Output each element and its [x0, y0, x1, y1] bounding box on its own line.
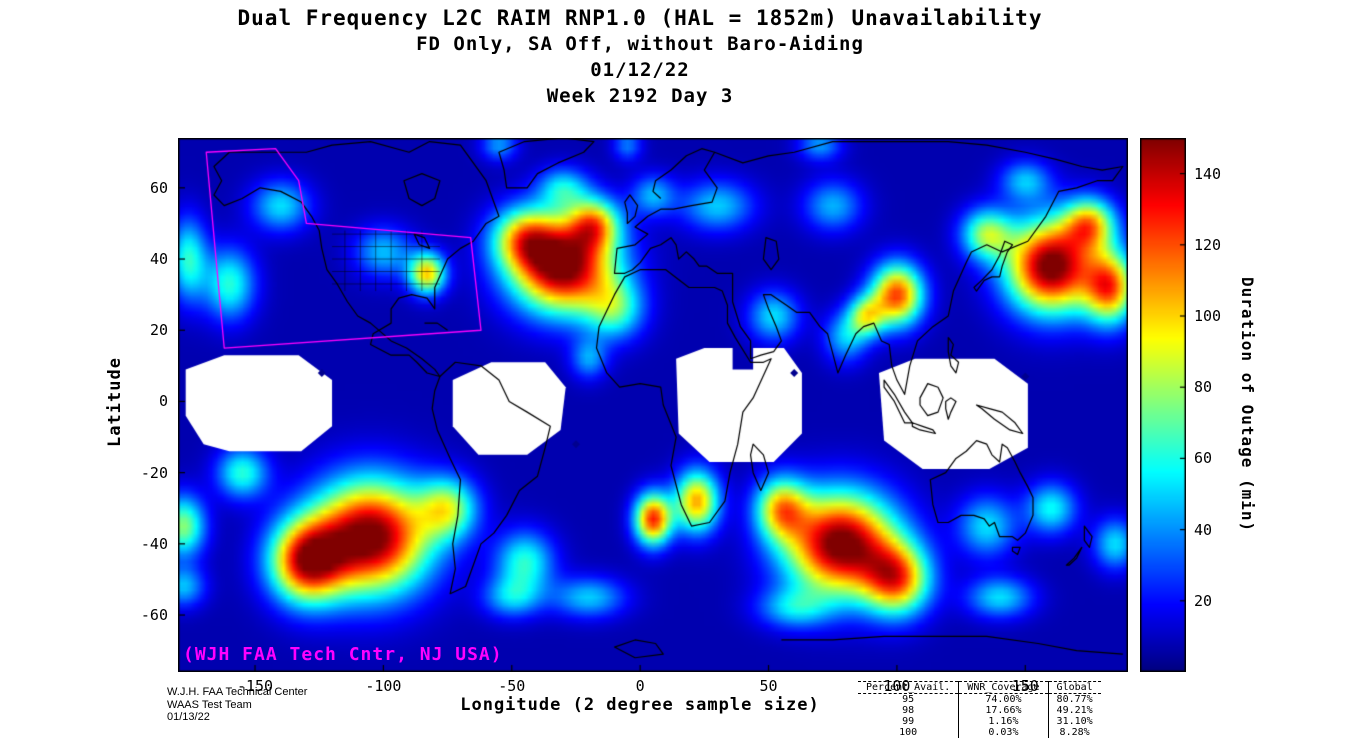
- availability-table-cell: 49.21%: [1047, 705, 1101, 716]
- availability-table-cell: 1.16%: [958, 716, 1049, 727]
- colorbar-tick-label: 60: [1194, 449, 1213, 468]
- colorbar-tick-label: 100: [1194, 307, 1222, 325]
- y-tick-label: -40: [140, 534, 168, 553]
- colorbar-tick-label: 140: [1194, 164, 1222, 183]
- colorbar-label-wrap: Duration of Outage (min): [1238, 138, 1257, 672]
- x-tick-label: -100: [365, 677, 402, 695]
- footer-credits: W.J.H. FAA Technical Center WAAS Test Te…: [167, 686, 307, 724]
- availability-table-cell: 100: [899, 727, 918, 738]
- world-outage-heatmap: [178, 138, 1128, 672]
- colorbar-tick-label: 20: [1194, 591, 1213, 610]
- footer-line-team: WAAS Test Team: [167, 698, 252, 711]
- availability-table-cell: 0.03%: [958, 727, 1049, 738]
- availability-table-cell: 95: [902, 694, 915, 705]
- y-tick-label: 60: [149, 178, 168, 197]
- x-tick-label: 50: [759, 677, 778, 695]
- header-wnr-coverage: WNR_Coverage: [958, 681, 1049, 694]
- header-percent-avail: Percent_Avail.: [858, 681, 959, 694]
- plot-week-day: Week 2192 Day 3: [546, 85, 734, 107]
- y-tick-label: 0: [158, 392, 168, 411]
- availability-table-cell: 98: [902, 705, 915, 716]
- availability-table-cell: 99: [902, 716, 915, 727]
- colorbar: [1140, 138, 1186, 672]
- availability-table-cell: 80.77%: [1047, 693, 1101, 705]
- availability-table-cell: 31.10%: [1047, 716, 1101, 727]
- title-block: Dual Frequency L2C RAIM RNP1.0 (HAL = 18…: [0, 5, 1280, 109]
- availability-table: Percent_Avail. WNR_Coverage Global 95 74.…: [858, 681, 1101, 738]
- y-tick-label: 40: [149, 250, 168, 269]
- availability-table-row: 100 0.03% 8.28%: [858, 727, 1101, 738]
- availability-table-cell: 17.66%: [958, 705, 1049, 716]
- y-tick-label: -60: [140, 606, 168, 625]
- footer-line-date: 01/13/22: [167, 711, 210, 723]
- plot-subtitle: FD Only, SA Off, without Baro-Aiding: [416, 33, 864, 55]
- availability-table-row: 99 1.16% 31.10%: [858, 716, 1101, 727]
- footer-line-center: W.J.H. FAA Technical Center: [167, 686, 308, 698]
- map-annotation: (WJH FAA Tech Cntr, NJ USA): [183, 644, 503, 665]
- y-tick-label: 20: [149, 321, 168, 340]
- availability-table-row: 95 74.00% 80.77%: [858, 693, 1101, 705]
- colorbar-label: Duration of Outage (min): [1238, 277, 1257, 533]
- availability-table-header-row: Percent_Avail. WNR_Coverage Global: [858, 681, 1101, 694]
- colorbar-tick-label: 120: [1194, 235, 1222, 254]
- x-axis-label: Longitude (2 degree sample size): [460, 695, 820, 715]
- x-tick-label: -150: [236, 677, 274, 695]
- plot-title: Dual Frequency L2C RAIM RNP1.0 (HAL = 18…: [237, 6, 1043, 30]
- availability-table-cell: 74.00%: [958, 693, 1049, 705]
- colorbar-tick-label: 80: [1194, 378, 1213, 397]
- y-tick-label: -20: [140, 463, 168, 482]
- colorbar-tick-label: 40: [1194, 520, 1213, 539]
- availability-table-wrap: Percent_Avail. WNR_Coverage Global 95 74.…: [858, 681, 1101, 738]
- plot-date: 01/12/22: [590, 59, 690, 81]
- x-tick-label: -50: [498, 677, 526, 695]
- availability-table-cell: 8.28%: [1047, 727, 1101, 738]
- x-tick-label: 0: [635, 677, 645, 695]
- availability-table-row: 98 17.66% 49.21%: [858, 705, 1101, 716]
- header-global: Global: [1047, 681, 1101, 694]
